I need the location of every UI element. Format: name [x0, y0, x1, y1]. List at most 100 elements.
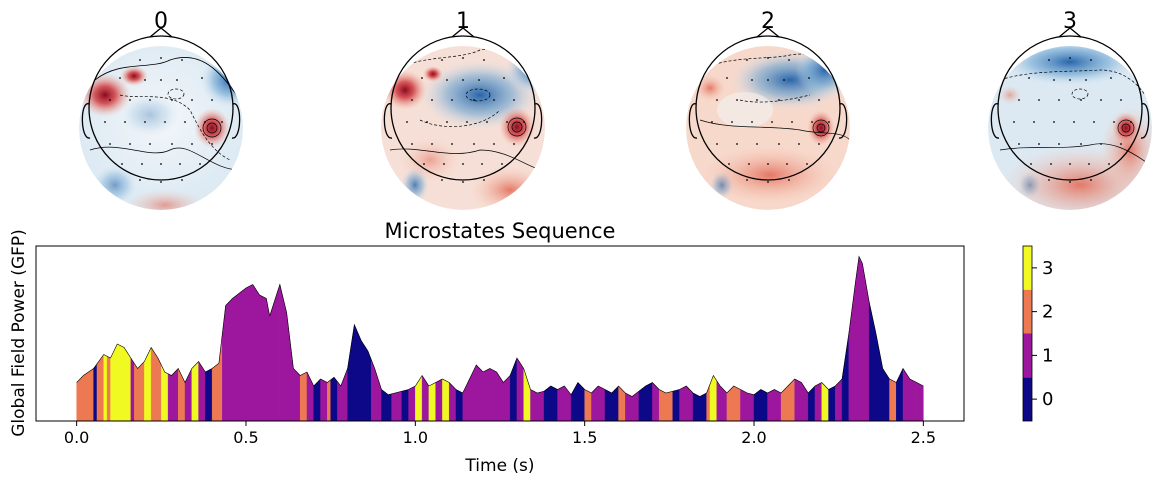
- x-tick-label: 1.5: [572, 428, 597, 447]
- topomap-field: [686, 46, 850, 210]
- plot-frame: [35, 245, 965, 422]
- microstate-segment: [896, 368, 904, 422]
- microstate-segment: [144, 347, 152, 422]
- colorbar-ticks: 0 1 2 3: [1032, 258, 1053, 410]
- microstate-segment: [889, 378, 897, 422]
- topomap-1: 1: [381, 9, 545, 210]
- topomap-title: 3: [1063, 9, 1077, 34]
- microstate-segment: [442, 378, 450, 422]
- colorbar-swatches: [1023, 246, 1032, 421]
- microstate-segment: [320, 378, 328, 422]
- gfp-outline: [76, 255, 924, 397]
- microstate-segment: [134, 361, 145, 422]
- topomap-0: 0: [79, 9, 243, 210]
- microstate-segment: [130, 357, 135, 422]
- microstate-segment: [330, 376, 338, 422]
- microstate-segment: [706, 384, 711, 422]
- microstate-segment: [391, 390, 402, 422]
- microstate-segment: [543, 385, 558, 422]
- microstate-segment: [455, 389, 463, 422]
- microstate-segment: [299, 371, 308, 422]
- microstate-segment: [584, 389, 592, 422]
- microstate-segment: [848, 255, 870, 422]
- microstate-segment: [178, 368, 186, 422]
- microstate-segment: [415, 374, 423, 422]
- microstate-segment: [93, 363, 98, 422]
- microstate-segment: [421, 374, 430, 422]
- microstate-segment: [794, 378, 809, 422]
- x-tick-label: 2.5: [911, 428, 936, 447]
- microstate-segment: [347, 324, 372, 422]
- topomap-field: [79, 46, 243, 210]
- microstate-segment: [902, 367, 917, 422]
- topomap-field: [988, 46, 1152, 210]
- microstate-segment: [110, 343, 132, 422]
- microstate-segment: [191, 361, 199, 422]
- microstate-segment: [96, 353, 104, 422]
- colorbar-swatch: [1023, 246, 1032, 290]
- microstate-segment: [371, 359, 382, 422]
- microstate-segment: [222, 284, 281, 422]
- microstate-segment: [327, 379, 331, 422]
- microstate-segment: [530, 389, 545, 422]
- colorbar-swatch: [1023, 377, 1032, 421]
- microstate-segment: [337, 368, 348, 422]
- x-ticks: 0.0 0.5 1.0 1.5 2.0 2.5: [64, 421, 936, 447]
- microstate-segment: [841, 333, 850, 422]
- y-axis-label: Global Field Power (GFP): [9, 229, 29, 437]
- colorbar-frame: [1022, 245, 1033, 422]
- microstate-segment: [76, 368, 94, 422]
- microstate-segment: [692, 392, 707, 422]
- microstate-segment: [106, 355, 111, 422]
- microstate-segment: [672, 389, 680, 422]
- microstate-segment: [604, 385, 619, 422]
- microstate-segment: [767, 389, 782, 422]
- microstate-segment: [557, 385, 572, 422]
- chart-title: Microstates Sequence: [385, 219, 616, 243]
- x-tick-label: 0.0: [64, 428, 89, 447]
- microstate-segment: [716, 380, 728, 422]
- microstate-segment: [150, 346, 162, 422]
- gfp-chart: Microstates Sequence 0.0 0.5 1.0 1.5 2.0 2.5 …: [9, 219, 965, 476]
- microstate-segment: [808, 385, 816, 422]
- colorbar-swatch: [1023, 333, 1032, 378]
- microstate-segment: [753, 389, 768, 422]
- x-axis-label: Time (s): [464, 456, 534, 476]
- segments-layer: [76, 255, 924, 422]
- microstate-segment: [401, 389, 409, 422]
- topomap-field: [381, 46, 545, 210]
- colorbar-swatch: [1023, 289, 1032, 334]
- microstate-segment: [916, 382, 924, 422]
- microstate-segment: [868, 301, 890, 422]
- microstate-segment: [814, 382, 822, 422]
- topomap-title: 2: [761, 9, 775, 34]
- microstate-segment: [408, 385, 416, 422]
- microstate-segment: [638, 382, 653, 422]
- microstate-segment: [205, 368, 213, 422]
- microstate-segment: [462, 364, 511, 422]
- x-tick-label: 2.0: [741, 428, 766, 447]
- microstate-segment: [428, 382, 436, 422]
- microstate-segment: [103, 354, 108, 422]
- microstate-segment: [625, 390, 640, 422]
- microstate-segment: [167, 368, 179, 422]
- colorbar-tick-label: 2: [1042, 302, 1053, 323]
- topomap-title: 0: [154, 9, 168, 34]
- microstate-segment: [780, 378, 795, 422]
- colorbar-tick-label: 3: [1042, 258, 1053, 279]
- colorbar-tick-label: 1: [1042, 345, 1053, 366]
- topomap-title: 1: [456, 9, 470, 34]
- microstate-segment: [435, 378, 443, 422]
- x-tick-label: 1.0: [403, 428, 428, 447]
- microstate-segment: [184, 368, 192, 422]
- microstate-segment: [279, 284, 301, 422]
- colorbar: 0 1 2 3: [1022, 245, 1053, 422]
- microstate-segment: [570, 382, 585, 422]
- topomap-2: 2: [686, 9, 850, 210]
- microstate-segment: [618, 385, 626, 422]
- microstate-segment: [658, 389, 673, 422]
- x-tick-label: 0.5: [233, 428, 258, 447]
- microstate-segment: [523, 368, 531, 422]
- colorbar-tick-label: 0: [1042, 389, 1053, 410]
